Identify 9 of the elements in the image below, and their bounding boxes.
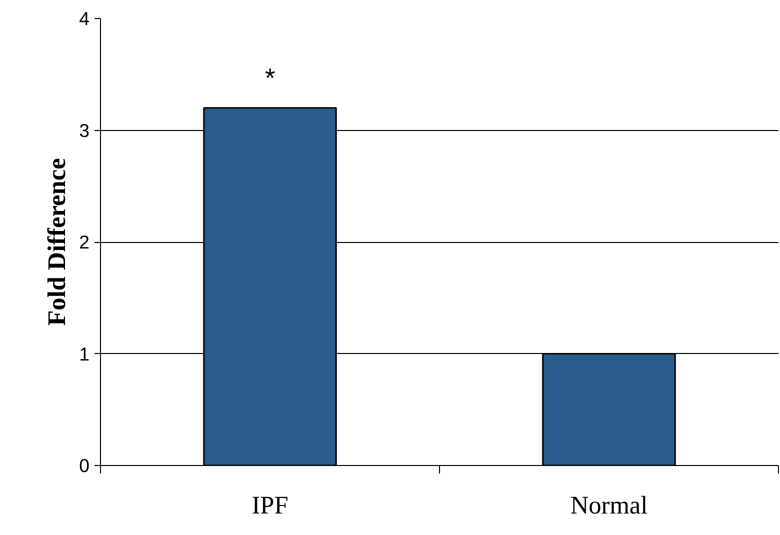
y-tick-label: 1 — [79, 343, 90, 364]
x-tick-label: Normal — [570, 492, 648, 520]
y-tick-label: 2 — [79, 232, 90, 252]
annotation: * — [264, 62, 276, 93]
y-tick-label: 4 — [79, 8, 90, 29]
y-tick-label: 0 — [79, 455, 90, 476]
x-tick-label: IPF — [252, 492, 288, 520]
y-tick-label: 3 — [79, 120, 90, 141]
y-axis-title: Fold Difference — [43, 158, 72, 326]
